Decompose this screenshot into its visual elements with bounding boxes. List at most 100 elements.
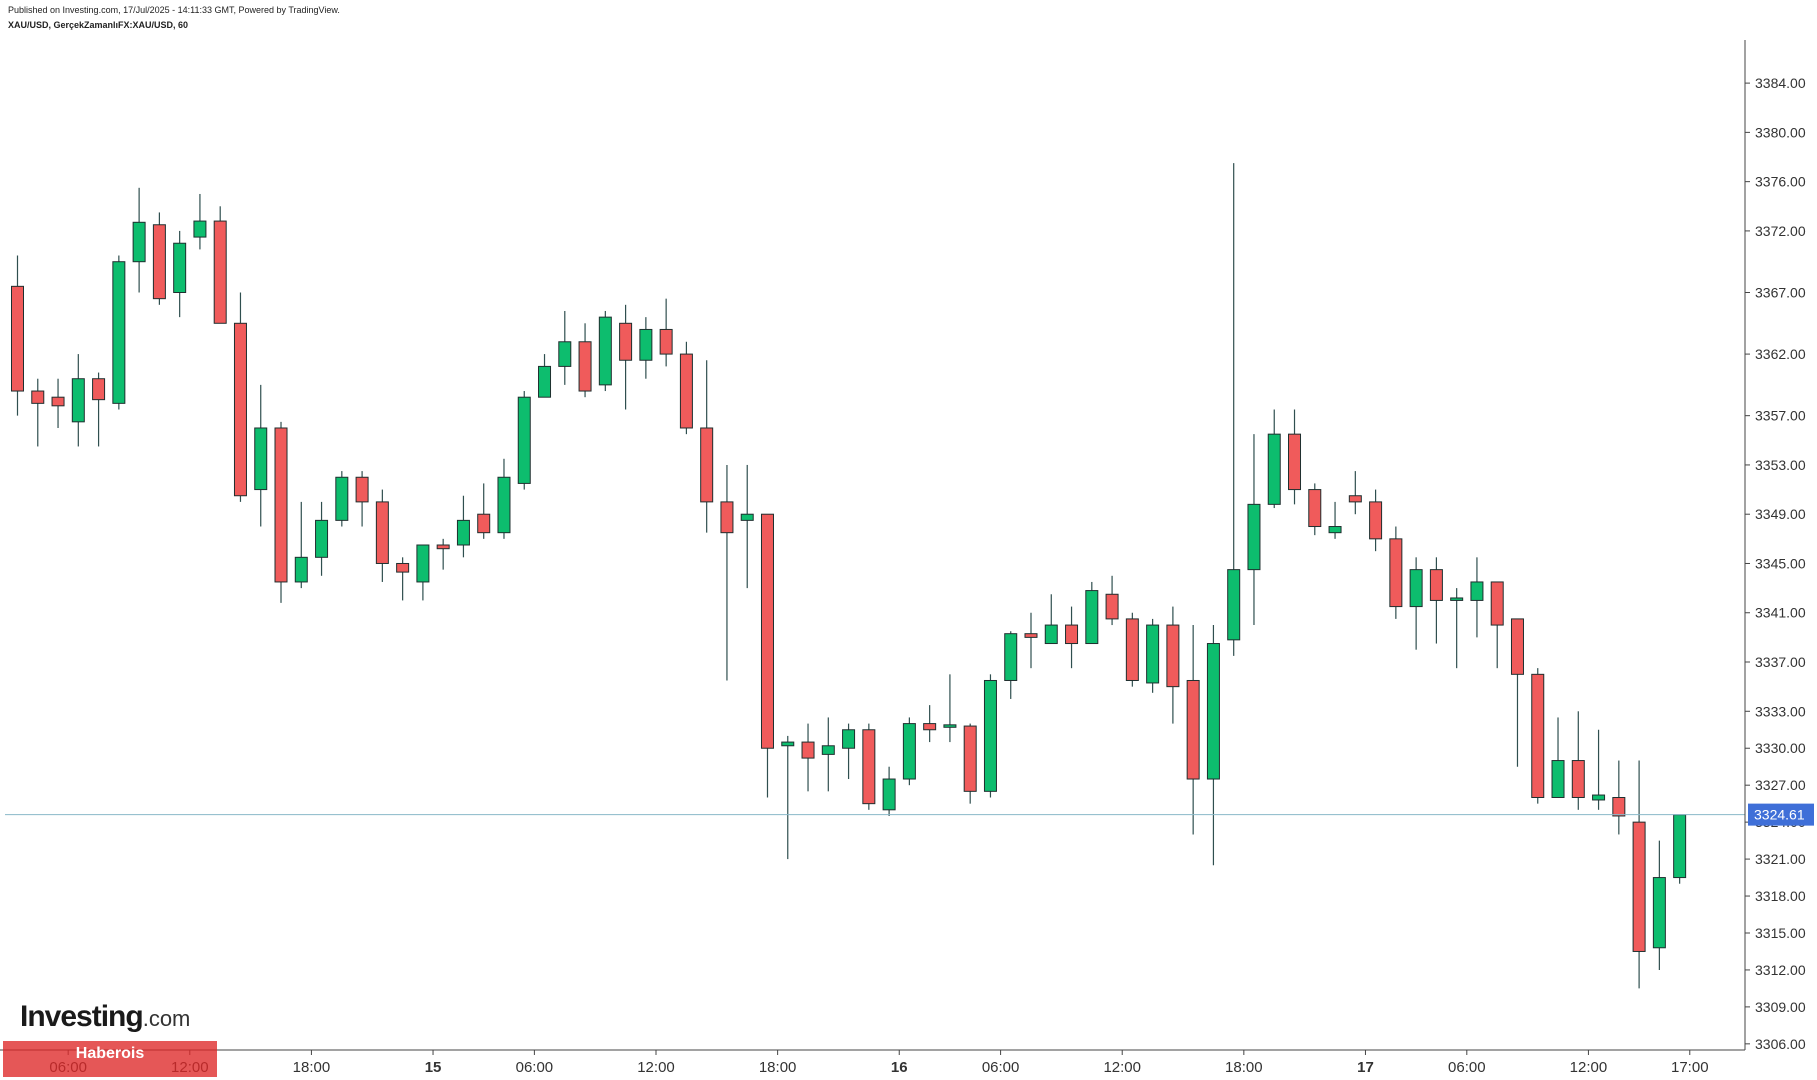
price-tick-label: 3345.00 xyxy=(1755,555,1806,571)
candle-body-up xyxy=(335,476,349,521)
candle-body-up xyxy=(456,519,470,546)
time-tick-label: 12:00 xyxy=(1103,1059,1141,1076)
price-tick-label: 3349.00 xyxy=(1755,506,1806,522)
candle-body-up xyxy=(983,679,997,792)
candle-body-up xyxy=(781,741,795,747)
candle-body-down xyxy=(1632,821,1646,952)
candle-body-down xyxy=(679,353,693,429)
time-tick-label: 17 xyxy=(1357,1059,1374,1076)
candle-body-up xyxy=(882,778,896,811)
candle-body-up xyxy=(416,544,430,583)
candle-body-up xyxy=(842,729,856,749)
time-axis-labels: 06:00 12:00 18:00 15 06:00 12:00 18:00 16 06:00 1… xyxy=(49,1050,1709,1076)
price-tick-label: 3362.00 xyxy=(1755,346,1806,362)
candle-body-up xyxy=(1409,569,1423,608)
price-tick-label: 3318.00 xyxy=(1755,888,1806,904)
candle-body-down xyxy=(11,285,24,392)
logo-brand: Investing xyxy=(20,1000,144,1033)
time-tick-label: 12:00 xyxy=(637,1059,675,1076)
price-tick-label: 3380.00 xyxy=(1755,124,1806,140)
candle-body-up xyxy=(112,261,126,404)
price-tick-label: 3353.00 xyxy=(1755,457,1806,473)
candle-body-down xyxy=(31,390,45,404)
candle-body-up xyxy=(173,242,187,293)
candle-body-down xyxy=(720,501,734,534)
time-tick-label: 06:00 xyxy=(516,1059,554,1076)
candle-body-down xyxy=(700,427,714,503)
price-tick-label: 3306.00 xyxy=(1755,1036,1806,1052)
candle-body-down xyxy=(659,328,673,355)
candle-body-up xyxy=(1085,590,1099,645)
price-tick-label: 3327.00 xyxy=(1755,777,1806,793)
price-tick-label: 3321.00 xyxy=(1755,851,1806,867)
time-tick-label: 16 xyxy=(891,1059,908,1076)
candle-body-down xyxy=(1612,797,1626,817)
candle-body-down xyxy=(274,427,288,583)
candle-body-down xyxy=(578,341,592,392)
candle-body-up xyxy=(558,341,572,367)
candle-body-down xyxy=(1348,495,1362,503)
logo-suffix: .com xyxy=(142,1006,191,1031)
candle-body-down xyxy=(1125,618,1139,681)
price-tick-label: 3341.00 xyxy=(1755,605,1806,621)
candle-body-down xyxy=(355,476,369,503)
candle-body-down xyxy=(1510,618,1524,675)
candle-body-up xyxy=(1450,597,1464,601)
candle-body-up xyxy=(1470,581,1484,601)
candle-body-up xyxy=(1673,814,1687,879)
price-tick-label: 3333.00 xyxy=(1755,703,1806,719)
candle-body-down xyxy=(1024,633,1038,638)
candle-body-down xyxy=(436,544,450,550)
candle-body-down xyxy=(213,220,227,324)
candle-body-up xyxy=(943,724,957,728)
price-tick-label: 3372.00 xyxy=(1755,223,1806,239)
candle-body-up xyxy=(132,221,146,263)
candle-body-up xyxy=(294,556,308,583)
time-tick-label: 17:00 xyxy=(1671,1059,1709,1076)
price-tick-label: 3309.00 xyxy=(1755,999,1806,1015)
candles-layer xyxy=(11,163,1687,989)
candle-body-up xyxy=(1652,877,1666,949)
price-axis-labels: 3384.00 3380.00 3376.00 3372.00 3367.00 3362.… xyxy=(1745,75,1806,1052)
candle-body-down xyxy=(760,513,774,749)
price-tick-label: 3315.00 xyxy=(1755,925,1806,941)
candle-body-up xyxy=(1004,633,1018,681)
candle-body-down xyxy=(619,322,633,361)
candle-body-up xyxy=(1328,526,1342,534)
candle-body-up xyxy=(1227,569,1241,641)
candle-body-down xyxy=(1105,593,1119,620)
investing-logo: Investing.com xyxy=(20,1000,190,1034)
candle-body-down xyxy=(1429,569,1443,601)
candle-body-down xyxy=(923,723,937,731)
candle-body-down xyxy=(1166,624,1180,688)
watermark-badge: Haberois xyxy=(3,1041,217,1077)
price-tick-label: 3312.00 xyxy=(1755,962,1806,978)
time-tick-label: 06:00 xyxy=(982,1059,1020,1076)
candle-body-down xyxy=(152,224,166,300)
candle-body-up xyxy=(315,519,329,558)
candle-body-down xyxy=(1531,673,1545,799)
time-tick-label: 06:00 xyxy=(1448,1059,1486,1076)
candle-body-down xyxy=(1571,760,1585,798)
current-price-label: 3324.61 xyxy=(1754,807,1805,823)
candle-body-down xyxy=(1369,501,1383,540)
candle-body-down xyxy=(396,562,410,573)
price-tick-label: 3376.00 xyxy=(1755,174,1806,190)
candle-body-down xyxy=(801,741,815,759)
candle-body-down xyxy=(1065,624,1079,645)
candle-body-up xyxy=(902,723,916,780)
candle-body-up xyxy=(1247,503,1261,571)
time-tick-label: 18:00 xyxy=(759,1059,797,1076)
candle-body-up xyxy=(1146,624,1160,684)
candle-body-up xyxy=(254,427,268,491)
candle-body-up xyxy=(497,476,511,534)
candle-body-down xyxy=(1308,489,1322,528)
price-tick-label: 3357.00 xyxy=(1755,408,1806,424)
price-tick-label: 3330.00 xyxy=(1755,740,1806,756)
candle-body-up xyxy=(1551,760,1565,798)
candle-body-up xyxy=(71,378,85,423)
candle-body-down xyxy=(1490,581,1504,626)
price-tick-label: 3337.00 xyxy=(1755,654,1806,670)
candle-body-down xyxy=(477,513,491,534)
